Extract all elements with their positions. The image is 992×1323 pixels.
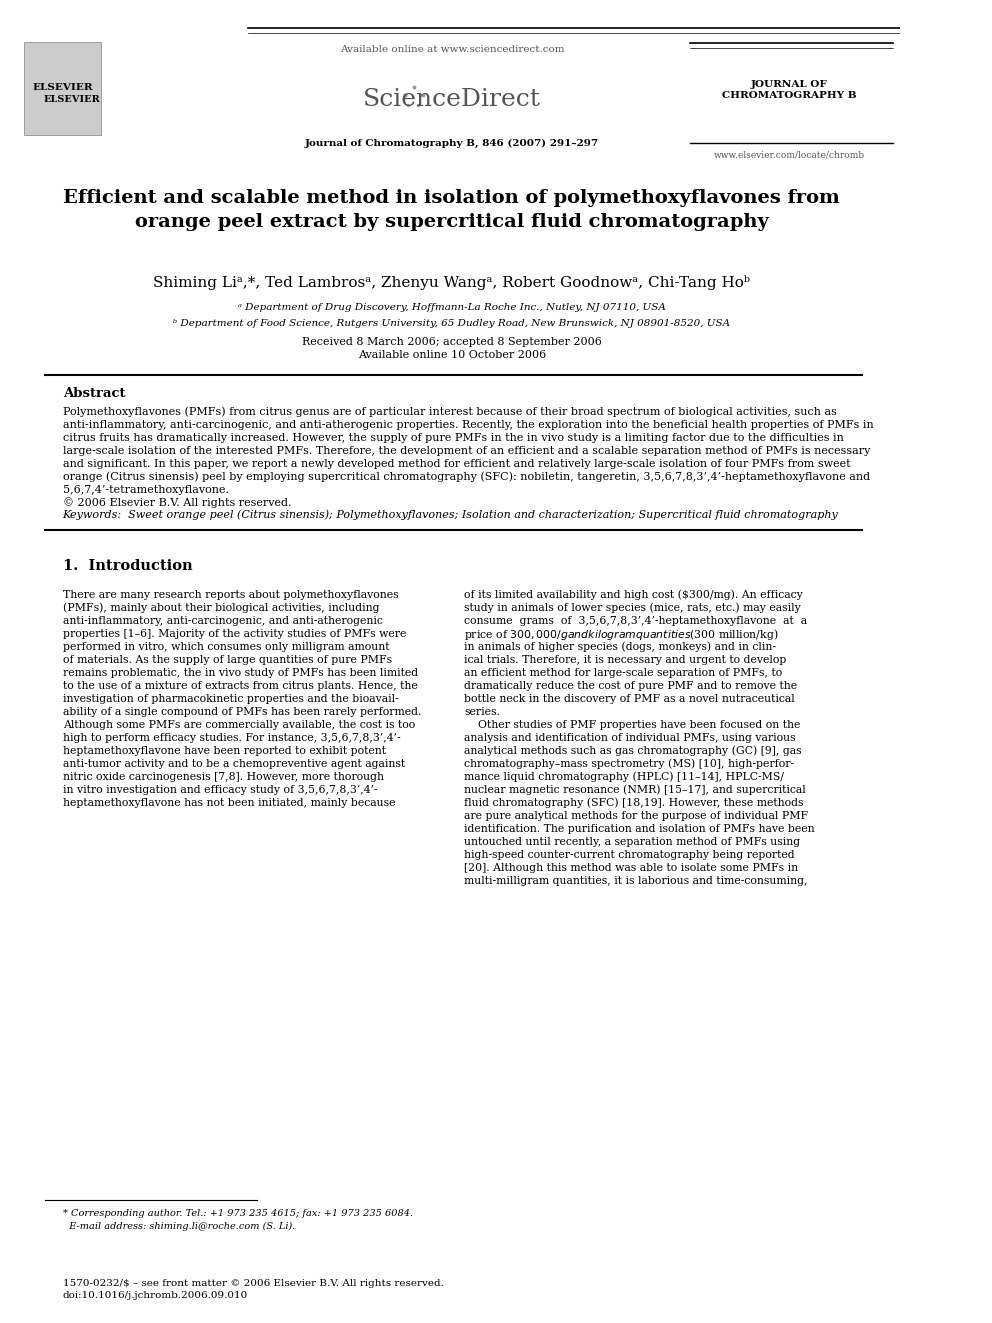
Text: properties [1–6]. Majority of the activity studies of PMFs were: properties [1–6]. Majority of the activi…	[62, 628, 406, 639]
Text: performed in vitro, which consumes only milligram amount: performed in vitro, which consumes only …	[62, 642, 389, 652]
Text: high to perform efficacy studies. For instance, 3,5,6,7,8,3’,4’-: high to perform efficacy studies. For in…	[62, 733, 401, 744]
Text: high-speed counter-current chromatography being reported: high-speed counter-current chromatograph…	[464, 849, 796, 860]
Text: anti-inflammatory, anti-carcinogenic, and anti-atherogenic properties. Recently,: anti-inflammatory, anti-carcinogenic, an…	[62, 419, 873, 430]
Text: ical trials. Therefore, it is necessary and urgent to develop: ical trials. Therefore, it is necessary …	[464, 655, 787, 665]
Text: Abstract: Abstract	[62, 388, 125, 401]
Text: ᵃ Department of Drug Discovery, Hoffmann-La Roche Inc., Nutley, NJ 07110, USA: ᵃ Department of Drug Discovery, Hoffmann…	[238, 303, 666, 312]
Text: Shiming Liᵃ,*, Ted Lambrosᵃ, Zhenyu Wangᵃ, Robert Goodnowᵃ, Chi-Tang Hoᵇ: Shiming Liᵃ,*, Ted Lambrosᵃ, Zhenyu Wang…	[154, 274, 750, 290]
Text: identification. The purification and isolation of PMFs have been: identification. The purification and iso…	[464, 824, 815, 833]
Text: series.: series.	[464, 706, 500, 717]
Text: © 2006 Elsevier B.V. All rights reserved.: © 2006 Elsevier B.V. All rights reserved…	[62, 497, 292, 508]
Text: an efficient method for large-scale separation of PMFs, to: an efficient method for large-scale sepa…	[464, 668, 783, 677]
Text: Available online 10 October 2006: Available online 10 October 2006	[358, 351, 546, 360]
Text: ScienceDirect: ScienceDirect	[363, 89, 541, 111]
Text: [20]. Although this method was able to isolate some PMFs in: [20]. Although this method was able to i…	[464, 863, 799, 873]
Text: E-mail address: shiming.li@roche.com (S. Li).: E-mail address: shiming.li@roche.com (S.…	[62, 1221, 295, 1230]
Text: 1.  Introduction: 1. Introduction	[62, 560, 192, 573]
Text: mance liquid chromatography (HPLC) [11–14], HPLC-MS/: mance liquid chromatography (HPLC) [11–1…	[464, 771, 785, 782]
Text: ELSEVIER: ELSEVIER	[33, 83, 93, 93]
Text: anti-tumor activity and to be a chemopreventive agent against: anti-tumor activity and to be a chemopre…	[62, 759, 405, 769]
Text: to the use of a mixture of extracts from citrus plants. Hence, the: to the use of a mixture of extracts from…	[62, 681, 418, 691]
Text: of its limited availability and high cost ($300/mg). An efficacy: of its limited availability and high cos…	[464, 590, 804, 601]
Text: doi:10.1016/j.jchromb.2006.09.010: doi:10.1016/j.jchromb.2006.09.010	[62, 1291, 248, 1301]
Text: There are many research reports about polymethoxyflavones: There are many research reports about po…	[62, 590, 399, 601]
Text: Although some PMFs are commercially available, the cost is too: Although some PMFs are commercially avai…	[62, 720, 415, 730]
Text: (PMFs), mainly about their biological activities, including: (PMFs), mainly about their biological ac…	[62, 603, 379, 614]
Text: * Corresponding author. Tel.: +1 973 235 4615; fax: +1 973 235 6084.: * Corresponding author. Tel.: +1 973 235…	[62, 1208, 413, 1217]
Text: large-scale isolation of the interested PMFs. Therefore, the development of an e: large-scale isolation of the interested …	[62, 446, 870, 456]
Bar	[24, 42, 101, 135]
Text: and significant. In this paper, we report a newly developed method for efficient: and significant. In this paper, we repor…	[62, 459, 850, 468]
Text: analytical methods such as gas chromatography (GC) [9], gas: analytical methods such as gas chromatog…	[464, 746, 803, 757]
Text: multi-milligram quantities, it is laborious and time-consuming,: multi-milligram quantities, it is labori…	[464, 876, 807, 886]
Text: price of $300,000/g and kilogram quantities ($300 million/kg): price of $300,000/g and kilogram quantit…	[464, 627, 779, 642]
Text: analysis and identification of individual PMFs, using various: analysis and identification of individua…	[464, 733, 797, 744]
Text: bottle neck in the discovery of PMF as a novel nutraceutical: bottle neck in the discovery of PMF as a…	[464, 695, 796, 704]
Text: Available online at www.sciencedirect.com: Available online at www.sciencedirect.co…	[339, 45, 564, 54]
Text: www.elsevier.com/locate/chromb: www.elsevier.com/locate/chromb	[714, 151, 865, 160]
Text: 1570-0232/$ – see front matter © 2006 Elsevier B.V. All rights reserved.: 1570-0232/$ – see front matter © 2006 El…	[62, 1278, 443, 1287]
Text: in animals of higher species (dogs, monkeys) and in clin-: in animals of higher species (dogs, monk…	[464, 642, 777, 652]
Text: orange (Citrus sinensis) peel by employing supercritical chromatography (SFC): n: orange (Citrus sinensis) peel by employi…	[62, 472, 870, 483]
Text: Journal of Chromatography B, 846 (2007) 291–297: Journal of Chromatography B, 846 (2007) …	[305, 139, 599, 148]
Text: ability of a single compound of PMFs has been rarely performed.: ability of a single compound of PMFs has…	[62, 706, 421, 717]
Text: of materials. As the supply of large quantities of pure PMFs: of materials. As the supply of large qua…	[62, 655, 392, 665]
Text: remains problematic, the in vivo study of PMFs has been limited: remains problematic, the in vivo study o…	[62, 668, 418, 677]
Text: ᵇ Department of Food Science, Rutgers University, 65 Dudley Road, New Brunswick,: ᵇ Department of Food Science, Rutgers Un…	[174, 319, 730, 328]
Text: in vitro investigation and efficacy study of 3,5,6,7,8,3’,4’-: in vitro investigation and efficacy stud…	[62, 785, 377, 795]
Text: untouched until recently, a separation method of PMFs using: untouched until recently, a separation m…	[464, 837, 801, 847]
Text: JOURNAL OF
CHROMATOGRAPHY B: JOURNAL OF CHROMATOGRAPHY B	[722, 81, 857, 99]
Text: Keywords:  Sweet orange peel (Citrus sinensis); Polymethoxyflavones; Isolation a: Keywords: Sweet orange peel (Citrus sine…	[62, 509, 838, 520]
Text: Polymethoxyflavones (PMFs) from citrus genus are of particular interest because : Polymethoxyflavones (PMFs) from citrus g…	[62, 406, 836, 417]
Text: ELSEVIER: ELSEVIER	[44, 95, 100, 105]
Text: Other studies of PMF properties have been focused on the: Other studies of PMF properties have bee…	[464, 720, 801, 730]
Text: heptamethoxyflavone have been reported to exhibit potent: heptamethoxyflavone have been reported t…	[62, 746, 386, 755]
Text: Received 8 March 2006; accepted 8 September 2006: Received 8 March 2006; accepted 8 Septem…	[302, 337, 602, 347]
Text: investigation of pharmacokinetic properties and the bioavail-: investigation of pharmacokinetic propert…	[62, 695, 399, 704]
Text: consume  grams  of  3,5,6,7,8,3’,4’-heptamethoxyflavone  at  a: consume grams of 3,5,6,7,8,3’,4’-heptame…	[464, 617, 807, 626]
Text: 5,6,7,4’-tetramethoxyflavone.: 5,6,7,4’-tetramethoxyflavone.	[62, 486, 229, 495]
Text: study in animals of lower species (mice, rats, etc.) may easily: study in animals of lower species (mice,…	[464, 603, 802, 614]
Text: anti-inflammatory, anti-carcinogenic, and anti-atherogenic: anti-inflammatory, anti-carcinogenic, an…	[62, 617, 383, 626]
Text: fluid chromatography (SFC) [18,19]. However, these methods: fluid chromatography (SFC) [18,19]. Howe…	[464, 798, 804, 808]
Text: nitric oxide carcinogenesis [7,8]. However, more thorough: nitric oxide carcinogenesis [7,8]. Howev…	[62, 773, 384, 782]
Text: chromatography–mass spectrometry (MS) [10], high-perfor-: chromatography–mass spectrometry (MS) [1…	[464, 758, 795, 769]
Text: nuclear magnetic resonance (NMR) [15–17], and supercritical: nuclear magnetic resonance (NMR) [15–17]…	[464, 785, 806, 795]
Text: citrus fruits has dramatically increased. However, the supply of pure PMFs in th: citrus fruits has dramatically increased…	[62, 433, 843, 443]
Text: are pure analytical methods for the purpose of individual PMF: are pure analytical methods for the purp…	[464, 811, 808, 822]
Text: heptamethoxyflavone has not been initiated, mainly because: heptamethoxyflavone has not been initiat…	[62, 798, 395, 808]
Text: Efficient and scalable method in isolation of polymethoxyflavones from
orange pe: Efficient and scalable method in isolati…	[63, 189, 840, 230]
Text: dramatically reduce the cost of pure PMF and to remove the: dramatically reduce the cost of pure PMF…	[464, 681, 798, 691]
